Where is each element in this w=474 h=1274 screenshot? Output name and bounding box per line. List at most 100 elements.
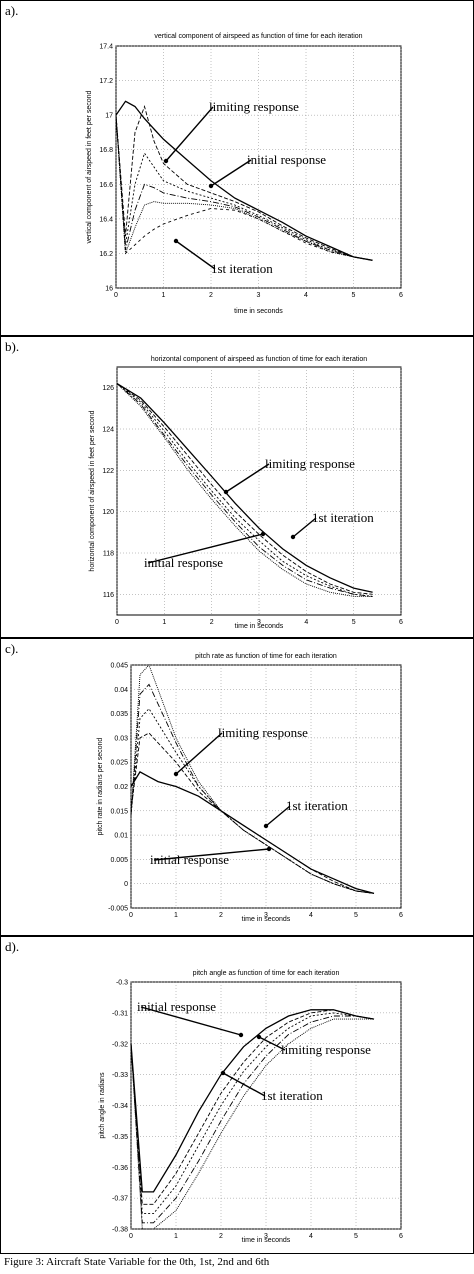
x-tick-label: 3 [264, 1233, 268, 1240]
x-tick-label: 0 [115, 619, 119, 626]
series-line [130, 1012, 375, 1215]
y-tick-label: 16.4 [99, 216, 113, 223]
annotation-arrowhead [220, 1070, 226, 1076]
x-tick-label: 5 [352, 619, 356, 626]
x-axis-label: time in seconds [242, 916, 291, 923]
y-tick-label: -0.35 [112, 1134, 128, 1141]
annotation-arrowhead [256, 1034, 262, 1040]
y-tick-label: 126 [102, 385, 114, 392]
y-tick-label: 0.035 [110, 711, 128, 718]
x-tick-label: 6 [399, 1233, 403, 1240]
annotation-arrow [292, 517, 317, 538]
x-tick-label: 4 [304, 619, 308, 626]
x-tick-label: 3 [257, 619, 261, 626]
y-tick-label: 17 [105, 113, 113, 120]
annotation-label: 1st iteration [261, 1088, 323, 1103]
y-tick-label: -0.36 [112, 1165, 128, 1172]
annotation-arrow [165, 106, 214, 162]
x-tick-label: 2 [219, 912, 223, 919]
annotation-arrow [222, 1072, 266, 1097]
figure-caption: Figure 3: Aircraft State Variable for th… [4, 1256, 270, 1268]
annotation-arrowhead [263, 823, 269, 829]
y-axis-label: pitch rate in radians per second [97, 738, 104, 836]
y-tick-label: -0.3 [116, 980, 128, 987]
chart-title: vertical component of airspeed as functi… [154, 33, 362, 40]
x-tick-label: 5 [354, 1233, 358, 1240]
chart-b: horizontal component of airspeed as func… [89, 356, 403, 630]
panel-d: d). pitch angle as function of time for … [0, 936, 474, 1254]
annotation-label: limiting response [265, 456, 355, 471]
series-line [115, 115, 373, 261]
chart-a: vertical component of airspeed as functi… [86, 33, 403, 315]
y-tick-label: 118 [103, 551, 114, 558]
annotation-arrowhead [266, 846, 272, 852]
panel-label-a: a). [5, 3, 19, 18]
y-tick-label: 16.2 [99, 251, 113, 258]
series-line [115, 115, 373, 261]
x-tick-label: 5 [352, 292, 356, 299]
annotation-arrow [210, 159, 252, 187]
y-axis-label: pitch angle in radians [99, 1072, 106, 1139]
series-line [116, 383, 373, 597]
annotation-arrow [175, 240, 216, 270]
y-tick-label: -0.38 [112, 1227, 128, 1234]
series-line [130, 664, 375, 894]
y-tick-label: -0.34 [112, 1103, 128, 1110]
annotation-arrow [140, 1006, 242, 1036]
y-tick-label: 0.045 [110, 663, 128, 670]
x-tick-label: 3 [257, 292, 261, 299]
panel-label-b: b). [5, 339, 20, 354]
y-tick-label: 16.6 [99, 182, 113, 189]
annotation-label: limiting response [209, 99, 299, 114]
x-tick-label: 4 [309, 1233, 313, 1240]
x-tick-label: 4 [309, 912, 313, 919]
panel-a: a). vertical component of airspeed as fu… [0, 0, 474, 336]
y-tick-label: 0.04 [114, 687, 128, 694]
y-tick-label: 0.015 [110, 808, 128, 815]
annotation-arrow [175, 732, 223, 775]
annotation-arrowhead [163, 158, 169, 164]
x-tick-label: 3 [264, 912, 268, 919]
y-tick-label: 16 [105, 286, 113, 293]
annotation-arrow [258, 1036, 286, 1051]
y-tick-label: -0.005 [108, 906, 128, 913]
x-tick-label: 2 [209, 292, 213, 299]
y-tick-label: 0.025 [110, 760, 128, 767]
chart-d: pitch angle as function of time for each… [99, 970, 403, 1244]
chart-title: pitch rate as function of time for each … [195, 653, 337, 660]
series-line [130, 732, 375, 894]
y-tick-label: -0.33 [112, 1072, 128, 1079]
x-axis-label: time in seconds [234, 308, 283, 315]
annotation-arrowhead [260, 531, 266, 537]
y-tick-label: 122 [102, 468, 114, 475]
annotation-label: 1st iteration [312, 510, 374, 525]
annotation-label: limiting response [218, 725, 308, 740]
series-line [116, 382, 373, 593]
chart-title: horizontal component of airspeed as func… [151, 356, 367, 363]
x-tick-label: 6 [399, 292, 403, 299]
y-tick-label: 17.4 [99, 44, 113, 51]
annotation-label: initial response [247, 152, 326, 167]
y-tick-label: 16.8 [99, 147, 113, 154]
annotation-arrowhead [173, 238, 179, 244]
x-tick-label: 2 [210, 619, 214, 626]
chart-c: pitch rate as function of time for each … [97, 653, 403, 923]
x-tick-label: 1 [174, 1233, 178, 1240]
annotation-arrow [147, 533, 264, 564]
x-tick-label: 6 [399, 912, 403, 919]
y-tick-label: 0.01 [114, 833, 128, 840]
x-axis-label: time in seconds [235, 623, 284, 630]
y-tick-label: 0.03 [114, 735, 128, 742]
annotation-arrowhead [238, 1032, 244, 1038]
series-line [130, 1018, 374, 1230]
annotation-label: initial response [150, 852, 229, 867]
panel-b: b). horizontal component of airspeed as … [0, 336, 474, 638]
series-line [115, 105, 373, 261]
x-tick-label: 2 [219, 1233, 223, 1240]
y-tick-label: 124 [102, 427, 114, 434]
x-tick-label: 0 [114, 292, 118, 299]
annotation-label: initial response [144, 555, 223, 570]
panel-c: c). pitch rate as function of time for e… [0, 638, 474, 936]
x-tick-label: 1 [162, 619, 166, 626]
x-tick-label: 0 [129, 912, 133, 919]
